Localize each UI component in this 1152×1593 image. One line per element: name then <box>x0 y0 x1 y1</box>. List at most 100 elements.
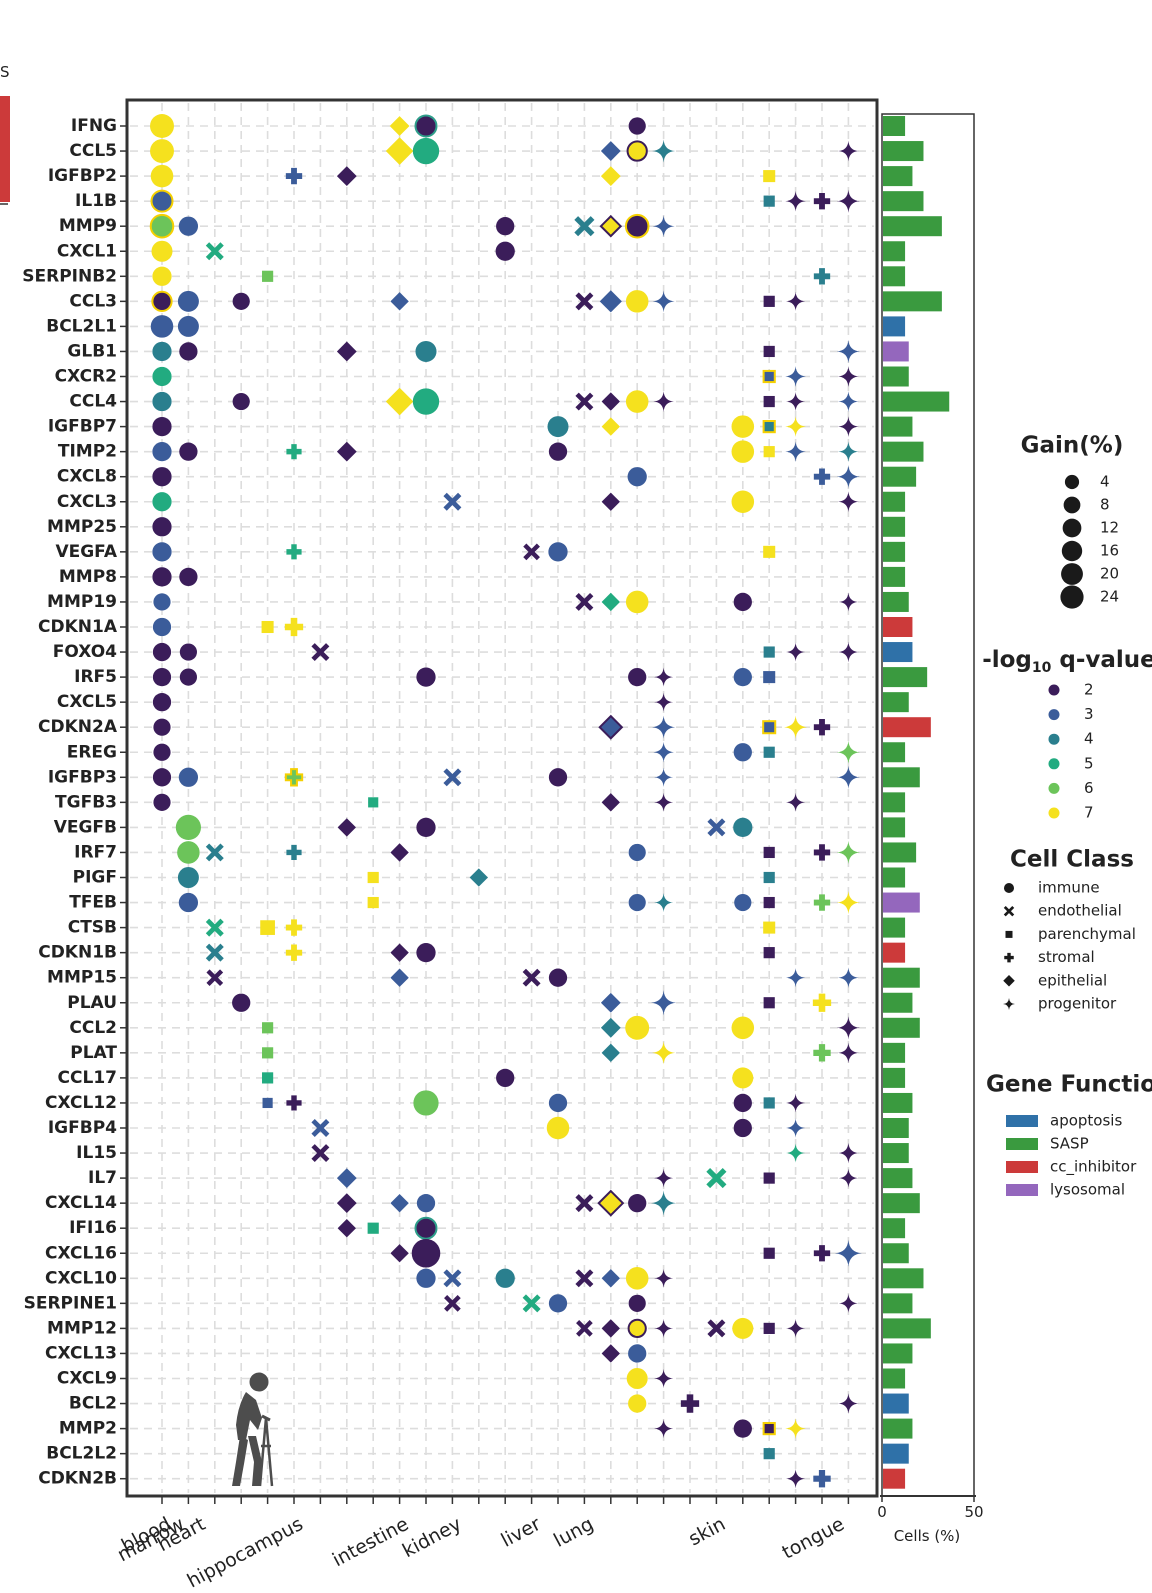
data-point-immune <box>416 1268 436 1288</box>
data-point-immune <box>152 391 172 412</box>
gene-label: SERPINE1 <box>24 1293 117 1313</box>
data-point-parenchymal <box>262 1097 273 1109</box>
gene-label: CCL4 <box>69 392 117 412</box>
data-point-immune <box>731 415 755 438</box>
data-point-stromal <box>813 844 831 861</box>
data-point-immune <box>175 814 202 841</box>
data-point-immune <box>415 340 437 362</box>
data-point-epithelial <box>598 714 624 740</box>
data-point-epithelial <box>336 1193 357 1214</box>
bar-SASP <box>883 591 909 612</box>
bar-SASP <box>883 1067 906 1088</box>
data-point-immune <box>733 592 752 612</box>
data-point-epithelial <box>601 1344 620 1363</box>
data-point-parenchymal <box>763 170 776 183</box>
data-point-progenitor <box>785 1418 806 1439</box>
gene-label: EREG <box>67 742 117 762</box>
data-point-immune <box>150 114 174 138</box>
gene-label: CDKN2A <box>38 717 118 737</box>
data-point-progenitor <box>652 215 675 238</box>
data-point-endothelial <box>206 969 224 987</box>
data-point-immune <box>495 1268 515 1288</box>
data-point-epithelial <box>385 387 414 416</box>
data-point-progenitor <box>836 339 860 364</box>
data-point-progenitor <box>836 765 860 789</box>
gene-label: VEGFA <box>55 542 117 562</box>
data-point-immune <box>150 139 174 164</box>
data-point-progenitor <box>838 491 859 513</box>
data-point-immune <box>152 693 172 712</box>
data-point-parenchymal <box>763 1448 775 1460</box>
data-point-immune <box>153 793 171 811</box>
tissue-ticks <box>161 1496 850 1504</box>
gene-label: CXCL12 <box>45 1093 117 1113</box>
legend-qvalue: -log10 q-value 2 3 4 5 6 7 <box>982 647 1152 822</box>
data-point-immune <box>232 392 250 411</box>
bar-tick-label-0: 0 <box>877 1503 887 1521</box>
bar-SASP <box>883 291 942 312</box>
data-point-parenchymal <box>762 1422 776 1436</box>
data-point-epithelial <box>601 1269 620 1288</box>
data-point-progenitor <box>838 140 859 162</box>
gene-label: BCL2L2 <box>46 1444 117 1464</box>
gene-label: MMP2 <box>59 1419 117 1439</box>
tissue-label: lung <box>550 1513 597 1552</box>
gene-label: IRF5 <box>74 667 117 687</box>
gene-label: MMP15 <box>47 968 117 988</box>
gene-label: IGFBP3 <box>48 767 117 787</box>
data-point-immune <box>548 768 568 787</box>
data-point-progenitor <box>836 465 860 489</box>
data-point-stromal <box>813 1245 831 1262</box>
data-point-progenitor <box>650 1190 677 1216</box>
data-point-stromal <box>1004 952 1014 963</box>
data-point-progenitor <box>786 1469 806 1489</box>
legend-cell-class-label: epithelial <box>1038 971 1107 989</box>
data-point-progenitor <box>650 990 677 1016</box>
data-point-immune <box>178 767 199 787</box>
data-point-immune <box>414 114 438 138</box>
data-point-immune <box>625 290 649 313</box>
data-point-immune <box>626 1367 648 1390</box>
data-point-stromal <box>286 444 302 460</box>
bar-SASP <box>883 1293 913 1314</box>
data-point-immune <box>152 768 172 787</box>
data-point-immune <box>733 817 753 838</box>
bar-SASP <box>883 566 906 587</box>
tissue-label: liver <box>498 1513 545 1552</box>
data-point-immune <box>733 1118 752 1138</box>
data-point-epithelial <box>336 341 357 362</box>
data-point-immune <box>628 843 646 862</box>
data-point-parenchymal <box>260 920 275 935</box>
data-point-progenitor <box>838 416 859 437</box>
bar-SASP <box>883 1368 906 1389</box>
data-point-parenchymal <box>763 846 775 859</box>
gene-label: IGFBP2 <box>48 166 117 186</box>
data-point-stromal <box>286 844 302 861</box>
data-point-endothelial <box>311 1144 330 1163</box>
bar-SASP <box>883 1042 906 1063</box>
bar-SASP <box>883 241 906 262</box>
data-point-immune <box>150 189 174 213</box>
data-point-epithelial <box>601 793 620 812</box>
bar-SASP <box>883 1092 913 1113</box>
data-point-parenchymal <box>763 1097 775 1109</box>
legend-gain-value: 4 <box>1100 473 1110 491</box>
data-point-immune <box>150 315 174 338</box>
gene-label: CXCL8 <box>57 467 117 487</box>
gene-label: FOXO4 <box>53 642 117 662</box>
data-point-parenchymal <box>763 671 776 684</box>
data-point-immune <box>152 517 172 537</box>
gene-label: CXCL16 <box>45 1243 117 1263</box>
data-point-immune <box>152 567 172 587</box>
data-point-progenitor <box>838 441 859 462</box>
legend-gain-value: 24 <box>1100 588 1119 606</box>
data-point-progenitor <box>838 1293 858 1313</box>
tissue-label: kidney <box>399 1513 465 1562</box>
data-point-progenitor <box>785 190 806 212</box>
data-point-stromal <box>284 617 304 637</box>
data-point-immune <box>152 642 172 662</box>
data-point-progenitor <box>654 1168 674 1188</box>
data-point-parenchymal <box>763 345 775 358</box>
legend-cell-class-label: immune <box>1038 879 1100 897</box>
legend-gain-value: 16 <box>1100 542 1119 560</box>
